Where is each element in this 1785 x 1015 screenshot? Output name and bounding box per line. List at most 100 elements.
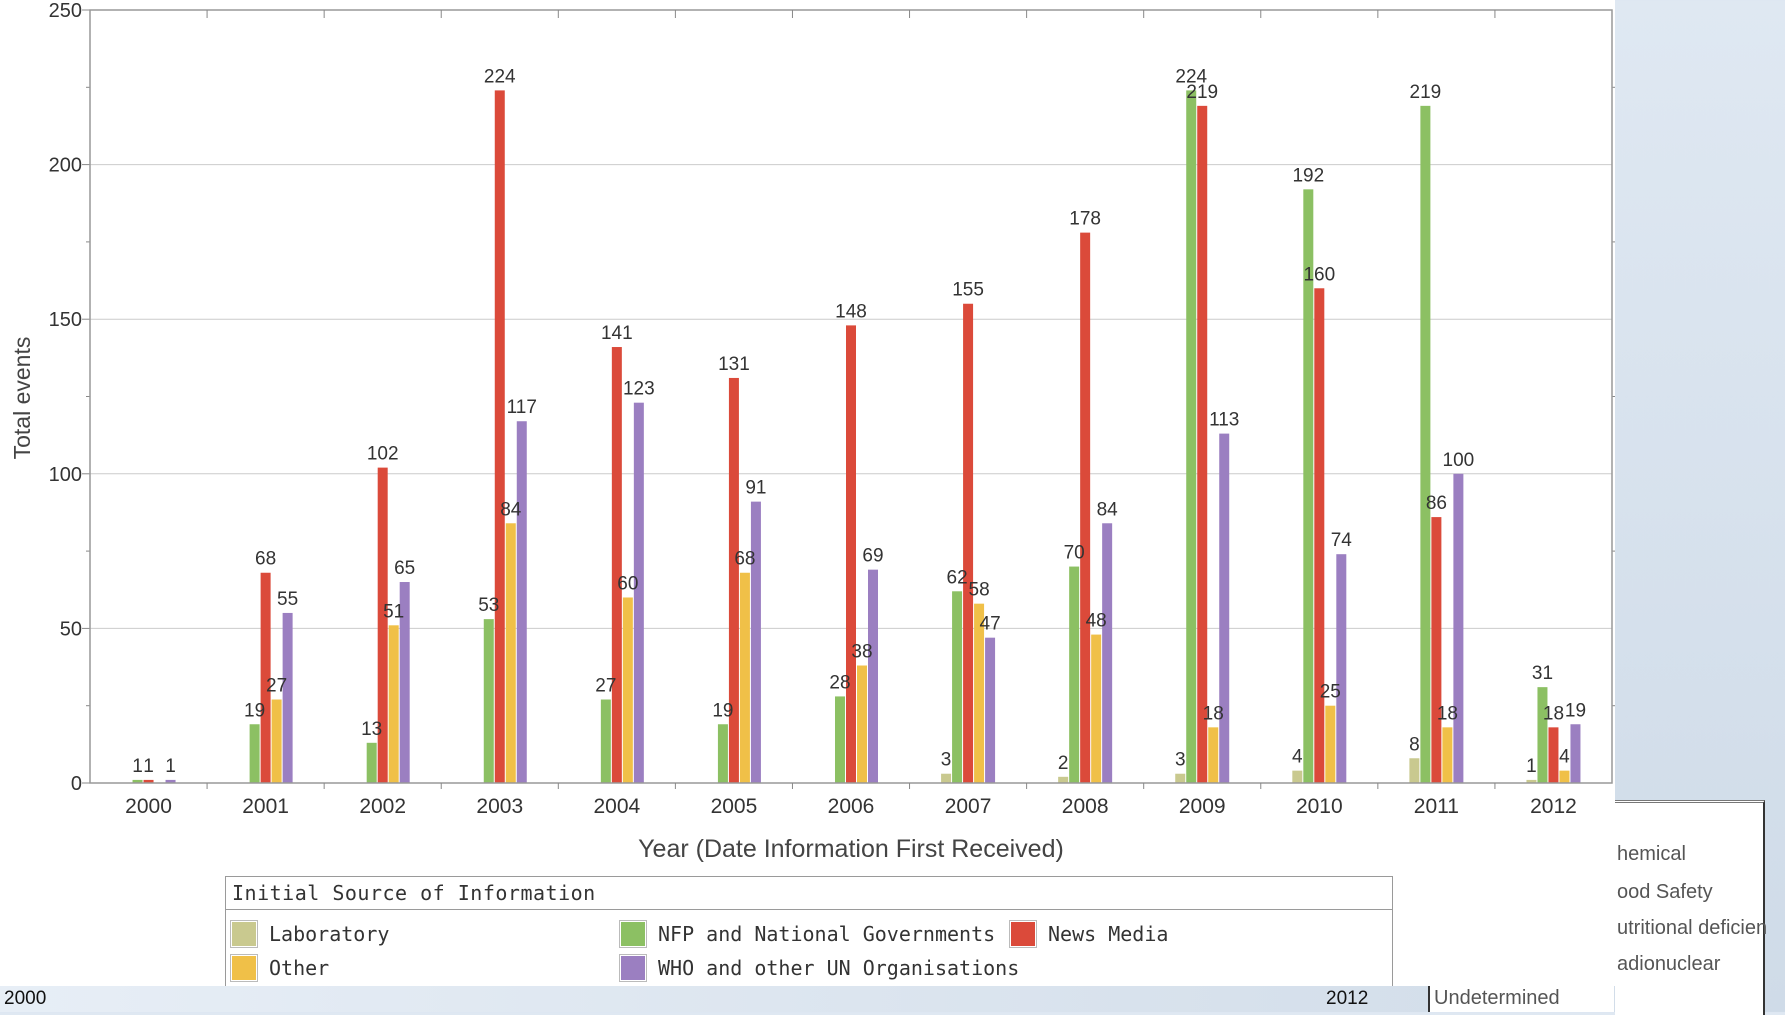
x-tick-label: 2012 xyxy=(1530,795,1577,818)
y-tick-label: 250 xyxy=(49,0,82,22)
bar-value-label: 219 xyxy=(1410,82,1442,103)
bar xyxy=(611,347,622,783)
y-tick-label: 150 xyxy=(49,309,82,331)
bar-value-label: 4 xyxy=(1292,747,1303,768)
bar xyxy=(366,742,377,783)
bar-value-label: 27 xyxy=(266,676,287,697)
bar xyxy=(1442,727,1453,783)
legend-item-laboratory: Laboratory xyxy=(231,921,389,947)
timeline-band: 2000 2012 xyxy=(0,986,1615,1012)
bar xyxy=(271,699,282,783)
bar-value-label: 68 xyxy=(734,549,755,570)
bar-value-label: 91 xyxy=(745,478,766,499)
bar xyxy=(165,779,176,783)
legend-label-who: WHO and other UN Organisations xyxy=(658,956,1020,980)
bar-value-label: 62 xyxy=(947,567,968,588)
bar xyxy=(1431,517,1442,783)
chart-panel: 1 1 1 19 68 27 55 13 102 51 65 53 224 84 117 27 141 60 123… xyxy=(0,0,1615,1012)
axes: 0 50 100 150 200 250 2000 2001 2002 2003 2004 2005 2… xyxy=(49,0,1615,818)
bar-value-label: 74 xyxy=(1331,530,1353,551)
bar-value-label: 25 xyxy=(1320,682,1341,703)
bar xyxy=(857,665,867,783)
y-tick-label: 0 xyxy=(71,773,82,795)
hazard-item-chemical[interactable]: hemical xyxy=(1617,843,1686,865)
bar-value-label: 123 xyxy=(623,379,655,400)
bar-value-label: 69 xyxy=(862,546,883,567)
bar-value-label: 155 xyxy=(952,280,984,301)
bar xyxy=(633,402,644,783)
bar-value-label: 31 xyxy=(1532,663,1553,684)
bar-value-label: 3 xyxy=(1175,750,1186,771)
bar-value-label: 1 xyxy=(143,756,154,777)
timeline-start-year: 2000 xyxy=(4,988,47,1009)
bar xyxy=(388,625,399,783)
bar xyxy=(1336,554,1347,783)
bar-value-label: 70 xyxy=(1064,543,1085,564)
y-tick-label: 50 xyxy=(60,618,82,640)
legend-title: Initial Source of Information xyxy=(226,877,1392,910)
bar xyxy=(750,501,761,783)
legend-item-other: Other xyxy=(231,955,329,981)
bar-value-label: 141 xyxy=(601,323,633,344)
hazard-item-nutritional-deficiency[interactable]: utritional deficien xyxy=(1617,917,1768,939)
bar xyxy=(505,523,516,783)
bar-value-label: 58 xyxy=(969,580,990,601)
legend-swatch-who xyxy=(620,955,646,981)
hazard-type-panel: hemical ood Safety utritional deficien a… xyxy=(1615,800,1768,1015)
bar-value-label: 28 xyxy=(829,672,850,693)
bar-value-label: 1 xyxy=(165,756,176,777)
bar-value-label: 84 xyxy=(500,499,522,520)
bar xyxy=(1197,105,1208,784)
bar-value-label: 68 xyxy=(255,549,276,570)
bar-value-label: 47 xyxy=(980,614,1001,635)
bar xyxy=(399,582,410,783)
bar-value-label: 102 xyxy=(367,444,399,465)
bar-value-label: 192 xyxy=(1292,165,1324,186)
bar xyxy=(1570,724,1581,783)
bar xyxy=(249,724,260,783)
bar xyxy=(1080,232,1091,783)
x-tick-label: 2009 xyxy=(1179,795,1226,818)
bar xyxy=(974,603,985,783)
bar-value-label: 160 xyxy=(1303,264,1335,285)
legend-label-other: Other xyxy=(269,956,330,980)
x-tick-label: 2006 xyxy=(828,795,875,818)
data-labels: 1 1 11968275513102516553224841172714160123… xyxy=(132,66,1586,777)
bar xyxy=(143,779,154,783)
bar xyxy=(952,591,963,783)
bar xyxy=(622,597,633,783)
bar-value-label: 51 xyxy=(383,601,404,622)
hazard-item-radionuclear[interactable]: adionuclear xyxy=(1617,953,1721,975)
bar xyxy=(1208,727,1219,783)
hazard-item-undetermined[interactable]: Undetermined xyxy=(1428,986,1614,1012)
x-tick-label: 2007 xyxy=(945,795,992,818)
y-axis-label: Total events xyxy=(9,337,35,460)
timeline-end-year: 2012 xyxy=(1326,988,1369,1009)
y-tick-label: 200 xyxy=(49,155,82,177)
bar xyxy=(835,696,845,783)
bar-value-label: 224 xyxy=(1175,66,1207,87)
bar-value-label: 86 xyxy=(1426,493,1447,514)
legend-label-laboratory: Laboratory xyxy=(269,922,390,946)
bar xyxy=(739,572,750,783)
x-tick-label: 2005 xyxy=(711,795,758,818)
bar-value-label: 117 xyxy=(507,397,537,418)
bar-value-label: 113 xyxy=(1209,410,1239,431)
bar-value-label: 8 xyxy=(1409,734,1420,755)
plot-frame xyxy=(89,9,1613,784)
bar xyxy=(1219,433,1230,783)
bar-value-label: 1 xyxy=(132,756,143,777)
bar-value-label: 18 xyxy=(1437,703,1458,724)
bar xyxy=(494,90,505,784)
legend-swatch-nfp xyxy=(620,921,646,947)
hazard-item-food-safety[interactable]: ood Safety xyxy=(1617,881,1713,903)
bar xyxy=(1175,773,1186,783)
x-axis-label: Year (Date Information First Received) xyxy=(638,835,1064,863)
bar-value-label: 53 xyxy=(478,595,499,616)
y-tick-label: 100 xyxy=(49,464,82,486)
bar xyxy=(260,572,271,783)
legend-label-nfp: NFP and National Governments xyxy=(658,922,996,946)
bar-value-label: 1 xyxy=(1526,756,1537,777)
bar xyxy=(377,467,388,783)
bar-value-label: 55 xyxy=(277,589,298,610)
